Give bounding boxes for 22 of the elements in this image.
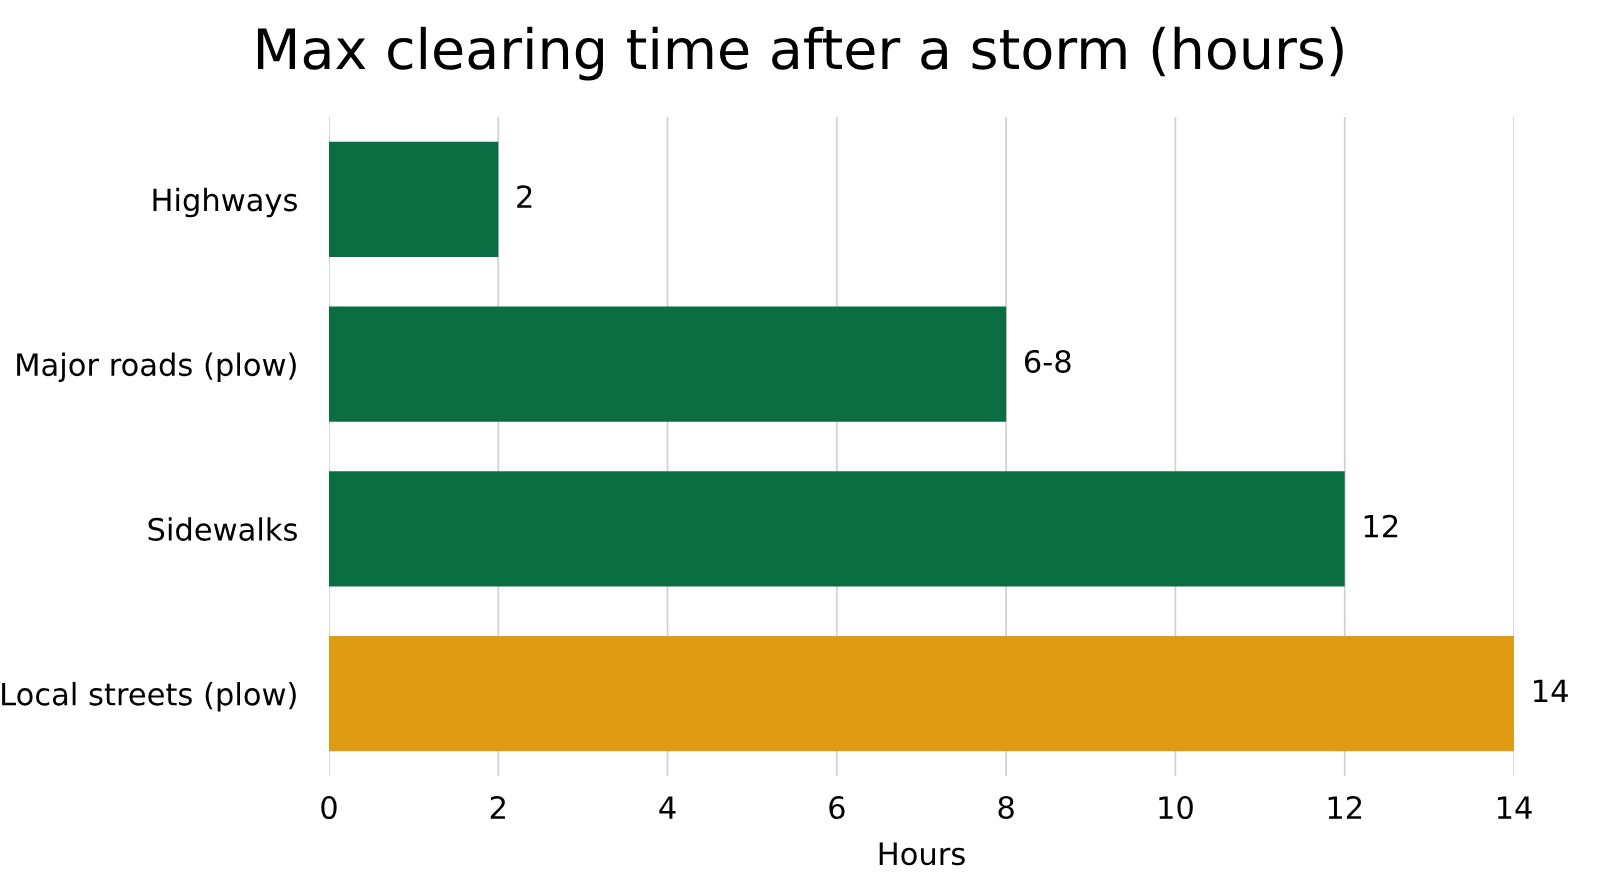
data-label: 14 — [1534, 679, 1568, 703]
bar — [329, 635, 1514, 752]
x-tick-label: 6 — [829, 795, 845, 820]
data-label: 12 — [1364, 514, 1398, 538]
y-tick-label: Local streets (plow) — [2, 682, 296, 712]
data-label: 2 — [517, 185, 532, 208]
data-label: 6-8 — [1024, 349, 1071, 373]
y-tick-label: Major roads (plow) — [17, 352, 296, 383]
x-tick-label: 12 — [1328, 795, 1362, 819]
x-tick-label: 10 — [1159, 795, 1193, 820]
y-tick-label: Sidewalks — [148, 517, 297, 541]
y-tick-label: Highways — [153, 187, 297, 218]
bar — [329, 471, 1345, 587]
x-tick-label: 0 — [321, 795, 337, 820]
x-tick-label: 14 — [1497, 796, 1532, 819]
bar — [329, 306, 1007, 422]
bar — [329, 141, 499, 258]
x-tick-label: 4 — [659, 796, 676, 819]
x-tick-label: 8 — [998, 795, 1014, 820]
x-tick-label: 2 — [490, 795, 505, 819]
chart-title: Max clearing time after a storm (hours) — [257, 26, 1343, 81]
x-axis-title: Hours — [879, 842, 965, 866]
